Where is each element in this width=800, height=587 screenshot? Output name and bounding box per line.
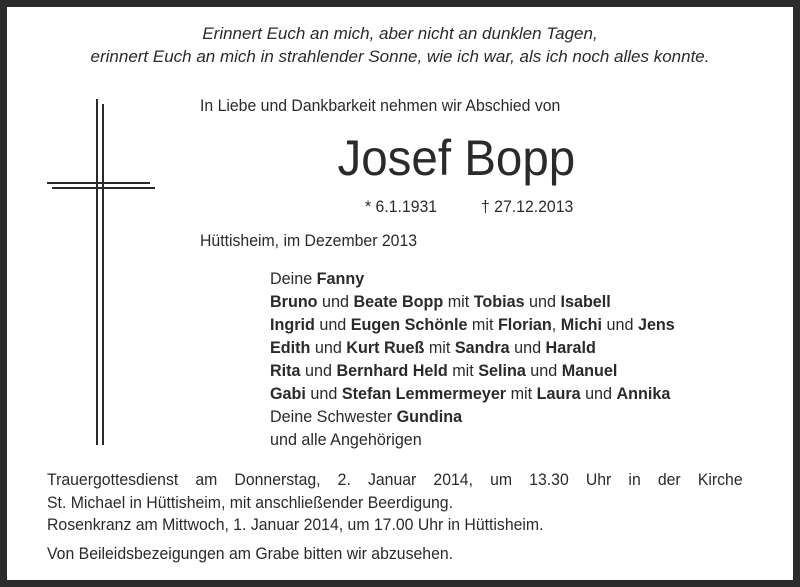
mourner-line: Rita und Bernhard Held mit Selina und Ma… xyxy=(270,361,675,384)
mourner-text: mit xyxy=(443,292,474,311)
mourner-name: Michi xyxy=(560,315,603,334)
mourner-text: und xyxy=(300,361,337,380)
mourner-name: Laura xyxy=(536,384,581,403)
place-date: Hüttisheim, im Dezember 2013 xyxy=(200,231,418,250)
mourner-name: Kurt Rueß xyxy=(346,338,425,357)
mourner-text: mit xyxy=(506,384,537,403)
mourner-name: Sandra xyxy=(454,338,510,357)
mourner-name: Florian xyxy=(497,315,552,334)
mourner-name: Stefan Lemmermeyer xyxy=(341,384,507,403)
mourner-text: und xyxy=(305,384,342,403)
mourner-text: und xyxy=(509,338,546,357)
mourner-name: Selina xyxy=(478,361,526,380)
intro-text: In Liebe und Dankbarkeit nehmen wir Absc… xyxy=(200,96,561,115)
mourner-name: Jens xyxy=(637,315,675,334)
mourner-text: Deine xyxy=(270,269,317,288)
mourner-name: Annika xyxy=(616,384,671,403)
mourner-name: Edith xyxy=(270,338,311,357)
mourner-text: und xyxy=(580,384,617,403)
death-date: † 27.12.2013 xyxy=(481,197,574,216)
mourner-text: und xyxy=(317,292,354,311)
mourner-name: Beate Bopp xyxy=(353,292,444,311)
service-line-2: St. Michael in Hüttisheim, mit anschließ… xyxy=(47,493,453,512)
service-line-1: Trauergottesdienst am Donnerstag, 2. Jan… xyxy=(47,470,743,489)
mourner-text: mit xyxy=(447,361,479,380)
mourner-name: Isabell xyxy=(560,292,611,311)
mourner-text: Deine Schwester xyxy=(270,407,397,426)
mourner-name: Ingrid xyxy=(270,315,315,334)
mourner-name: Eugen Schönle xyxy=(350,315,468,334)
mourner-text: und xyxy=(310,338,347,357)
mourner-text: und xyxy=(524,292,561,311)
mourner-line: Ingrid und Eugen Schönle mit Florian, Mi… xyxy=(270,315,675,338)
mourner-text: mit xyxy=(424,338,455,357)
mourner-name: Gabi xyxy=(270,384,306,403)
mourner-name: Bruno xyxy=(270,292,318,311)
mourner-text: und alle Angehörigen xyxy=(270,430,422,449)
mourner-line: Edith und Kurt Rueß mit Sandra und Haral… xyxy=(270,338,675,361)
mourner-line: Bruno und Beate Bopp mit Tobias und Isab… xyxy=(270,292,675,315)
mourner-name: Harald xyxy=(545,338,596,357)
mourner-line: Deine Fanny xyxy=(270,269,675,292)
mourner-text: und xyxy=(525,361,562,380)
mourner-name: Gundina xyxy=(396,407,463,426)
mourner-line: Deine Schwester Gundina xyxy=(270,407,675,430)
mourner-line: und alle Angehörigen xyxy=(270,430,675,453)
mourner-name: Tobias xyxy=(473,292,525,311)
mourner-name: Rita xyxy=(270,361,301,380)
service-line-3: Rosenkranz am Mittwoch, 1. Januar 2014, … xyxy=(47,515,544,534)
mourner-line: Gabi und Stefan Lemmermeyer mit Laura un… xyxy=(270,384,675,407)
mourners-list: Deine Fanny Bruno und Beate Bopp mit Tobi… xyxy=(270,269,696,453)
closing-note: Von Beileidsbezeigungen am Grabe bitten … xyxy=(47,544,454,563)
mourner-text: mit xyxy=(467,315,498,334)
mourner-name: Bernhard Held xyxy=(336,361,448,380)
mourner-text: , xyxy=(551,315,561,334)
mourner-text: und xyxy=(314,315,351,334)
mourner-name: Manuel xyxy=(561,361,618,380)
deceased-name: Josef Bopp xyxy=(337,130,576,186)
quote-line-2: erinnert Euch an mich in strahlender Son… xyxy=(90,47,710,66)
birth-date: * 6.1.1931 xyxy=(365,197,438,216)
mourner-text: und xyxy=(602,315,638,334)
mourner-name: Fanny xyxy=(316,269,365,288)
obituary-notice: Erinnert Euch an mich, aber nicht an dun… xyxy=(7,7,793,580)
quote-line-1: Erinnert Euch an mich, aber nicht an dun… xyxy=(202,24,598,43)
